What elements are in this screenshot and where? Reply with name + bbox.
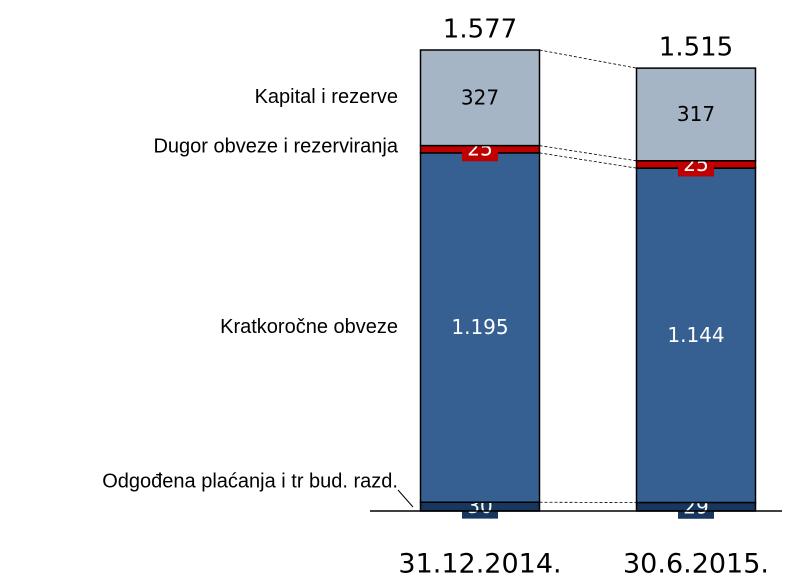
bar-segment bbox=[635, 167, 757, 504]
connector bbox=[539, 152, 637, 169]
bar-segment bbox=[635, 67, 757, 162]
leader-line bbox=[397, 489, 414, 508]
bar-segment bbox=[419, 49, 541, 147]
bar-segment bbox=[419, 152, 541, 503]
legend-label: Kratkoročne obveze bbox=[220, 316, 398, 338]
data-label: 1.144 bbox=[667, 323, 724, 347]
data-label: 317 bbox=[677, 102, 715, 126]
data-label: 327 bbox=[461, 85, 499, 109]
x-tick-label: 30.6.2015. bbox=[623, 549, 769, 580]
data-label: 1.195 bbox=[451, 315, 508, 339]
connector bbox=[539, 145, 637, 162]
connector bbox=[539, 49, 637, 69]
total-label: 1.577 bbox=[443, 15, 517, 45]
legend-label: Kapital i rezerve bbox=[255, 86, 398, 108]
total-label: 1.515 bbox=[659, 33, 733, 63]
legend-label: Odgođena plaćanja i tr bud. razd. bbox=[102, 470, 398, 492]
x-tick-label: 31.12.2014. bbox=[398, 549, 561, 580]
legend-label: Dugor obveze i rezerviranja bbox=[153, 136, 398, 158]
